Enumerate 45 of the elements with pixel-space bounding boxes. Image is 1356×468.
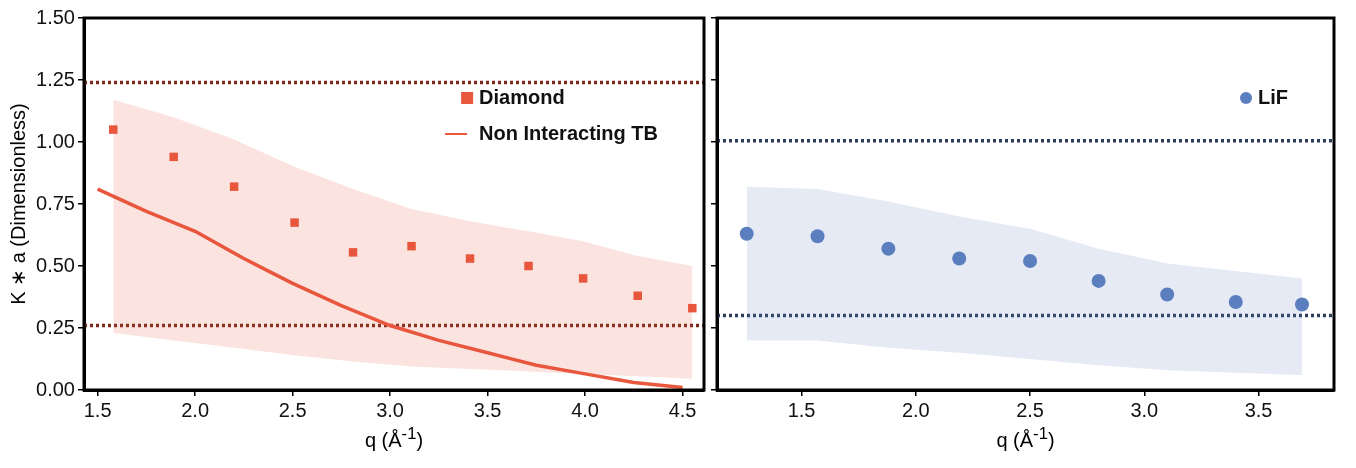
- point: [1023, 254, 1038, 269]
- point: [739, 226, 754, 241]
- point: [348, 248, 358, 257]
- point: [688, 303, 697, 313]
- point: [407, 241, 416, 251]
- y-axis-title: K ∗ a (Dimensionless): [6, 103, 30, 305]
- x-axis-title: q (Å$^{-1}$): [996, 424, 1055, 452]
- x-tick-label: 2.0: [901, 398, 930, 421]
- x-tick-label: 3.5: [1244, 398, 1273, 421]
- point: [109, 125, 118, 134]
- point: [578, 274, 588, 283]
- x-tick-label: 1.5: [83, 398, 112, 421]
- y-tick-label: 1.50: [36, 5, 75, 28]
- point: [290, 218, 299, 227]
- x-tick-label: 2.5: [1016, 398, 1044, 421]
- point: [881, 241, 896, 256]
- point: [810, 229, 825, 244]
- point: [1091, 273, 1106, 288]
- point: [633, 291, 642, 300]
- y-tick-label: 0.25: [36, 315, 75, 338]
- point: [465, 254, 475, 263]
- legend-label: Diamond: [479, 85, 565, 108]
- x-tick-label: 2.5: [278, 398, 307, 421]
- x-tick-label: 3.0: [376, 398, 405, 421]
- y-tick-label: 1.25: [36, 67, 75, 90]
- y-tick-label: 0.75: [36, 191, 75, 214]
- x-tick-label: 2.0: [181, 398, 210, 421]
- point: [229, 182, 239, 191]
- point: [1228, 294, 1243, 309]
- x-tick-label: 1.5: [787, 398, 816, 421]
- x-tick-label: 3.0: [1130, 398, 1159, 421]
- point: [169, 152, 178, 162]
- x-tick-label: 4.0: [571, 398, 599, 421]
- x-axis-title: q (Å$^{-1}$): [364, 424, 424, 452]
- x-tick-label: 4.5: [668, 398, 697, 421]
- legend-label: Non Interacting TB: [479, 121, 658, 144]
- x-tick-label: 3.5: [473, 398, 502, 421]
- y-tick-label: 0.50: [36, 253, 75, 276]
- point: [952, 251, 967, 266]
- point: [524, 261, 533, 271]
- y-tick-label: 0.00: [36, 377, 75, 400]
- legend-label: LiF: [1258, 85, 1289, 108]
- point: [1295, 297, 1310, 312]
- y-tick-label: 1.00: [36, 129, 75, 152]
- point: [1160, 287, 1175, 302]
